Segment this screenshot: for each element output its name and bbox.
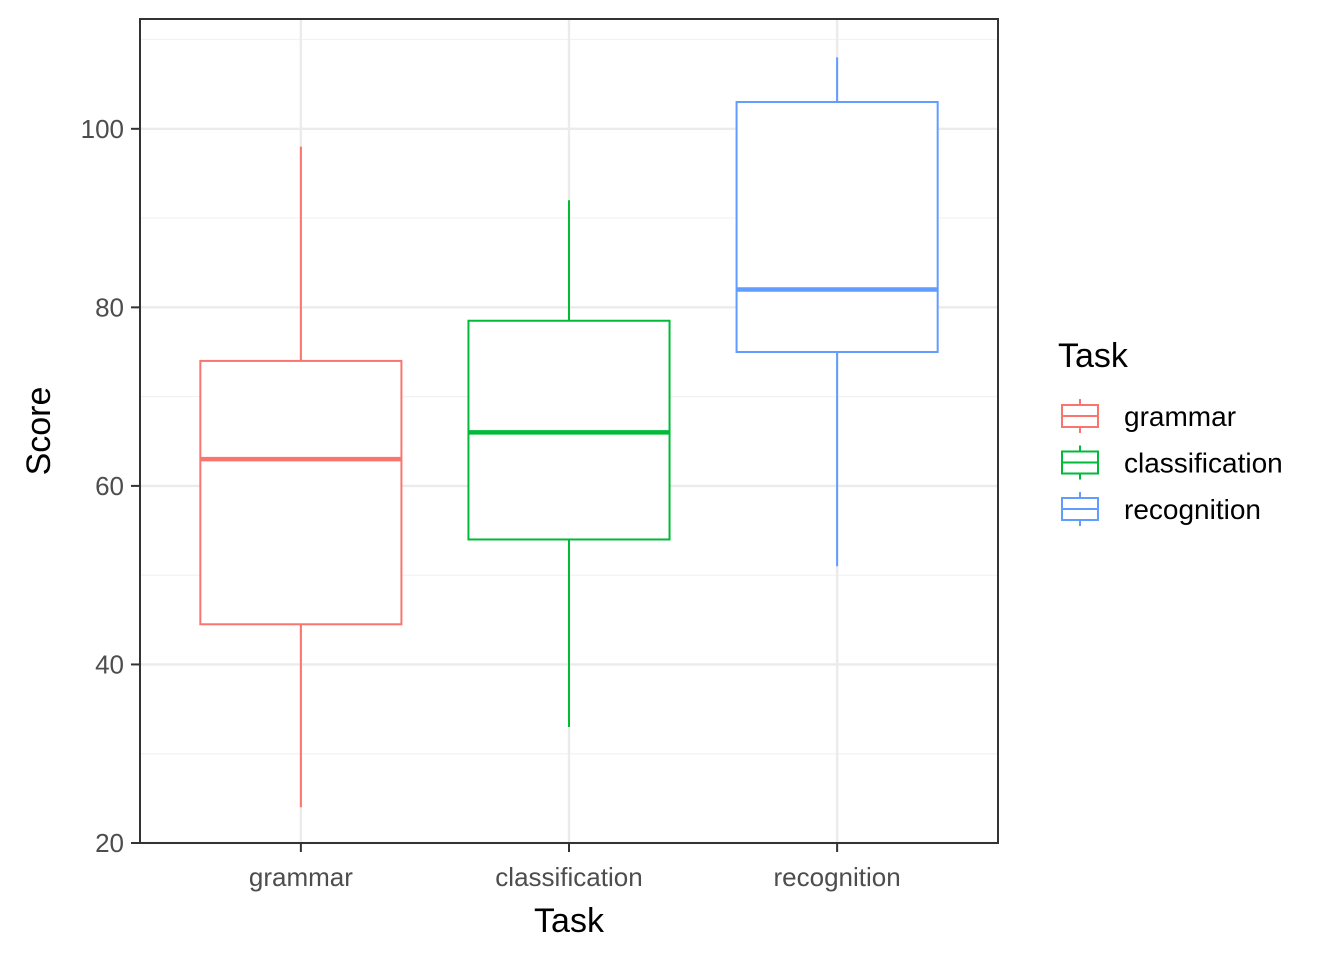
- box-body: [735, 101, 939, 353]
- x-axis-title: Task: [534, 902, 605, 940]
- legend-label: grammar: [1124, 401, 1236, 432]
- y-tick-label: 80: [95, 292, 124, 322]
- legend-item-classification: classification: [1061, 445, 1283, 480]
- x-tick-label: recognition: [774, 862, 901, 892]
- legend-item-grammar: grammar: [1061, 399, 1236, 433]
- y-tick-label: 100: [81, 114, 124, 144]
- legend-key: [1061, 492, 1099, 526]
- legend: Task grammar classification recognition: [1058, 337, 1283, 526]
- legend-label: classification: [1124, 448, 1283, 479]
- x-tick-label: classification: [495, 862, 642, 892]
- y-tick-label: 40: [95, 649, 124, 679]
- y-tick-label: 20: [95, 828, 124, 858]
- x-tick-label: grammar: [249, 862, 353, 892]
- legend-item-recognition: recognition: [1061, 492, 1261, 526]
- boxes: [199, 57, 939, 808]
- legend-key: [1061, 445, 1099, 480]
- x-axis: grammar classification recognition: [249, 843, 901, 892]
- legend-label: recognition: [1124, 494, 1261, 525]
- box-body: [199, 359, 403, 626]
- y-axis: 20 40 60 80 100: [81, 114, 140, 858]
- box-grammar: [199, 146, 403, 808]
- box-classification: [467, 200, 671, 727]
- y-axis-title: Score: [20, 387, 58, 476]
- legend-title: Task: [1058, 337, 1129, 375]
- box-recognition: [735, 57, 939, 567]
- y-tick-label: 60: [95, 471, 124, 501]
- legend-key: [1061, 399, 1099, 433]
